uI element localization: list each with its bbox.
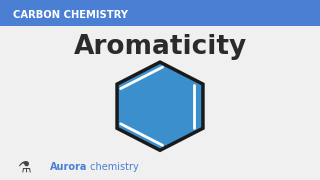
FancyBboxPatch shape (0, 0, 320, 26)
Text: Aurora: Aurora (50, 162, 87, 172)
Text: chemistry: chemistry (87, 162, 139, 172)
Text: ⚗: ⚗ (17, 159, 31, 175)
Text: Aromaticity: Aromaticity (73, 34, 247, 60)
Polygon shape (117, 62, 203, 150)
Text: CARBON CHEMISTRY: CARBON CHEMISTRY (13, 10, 128, 20)
